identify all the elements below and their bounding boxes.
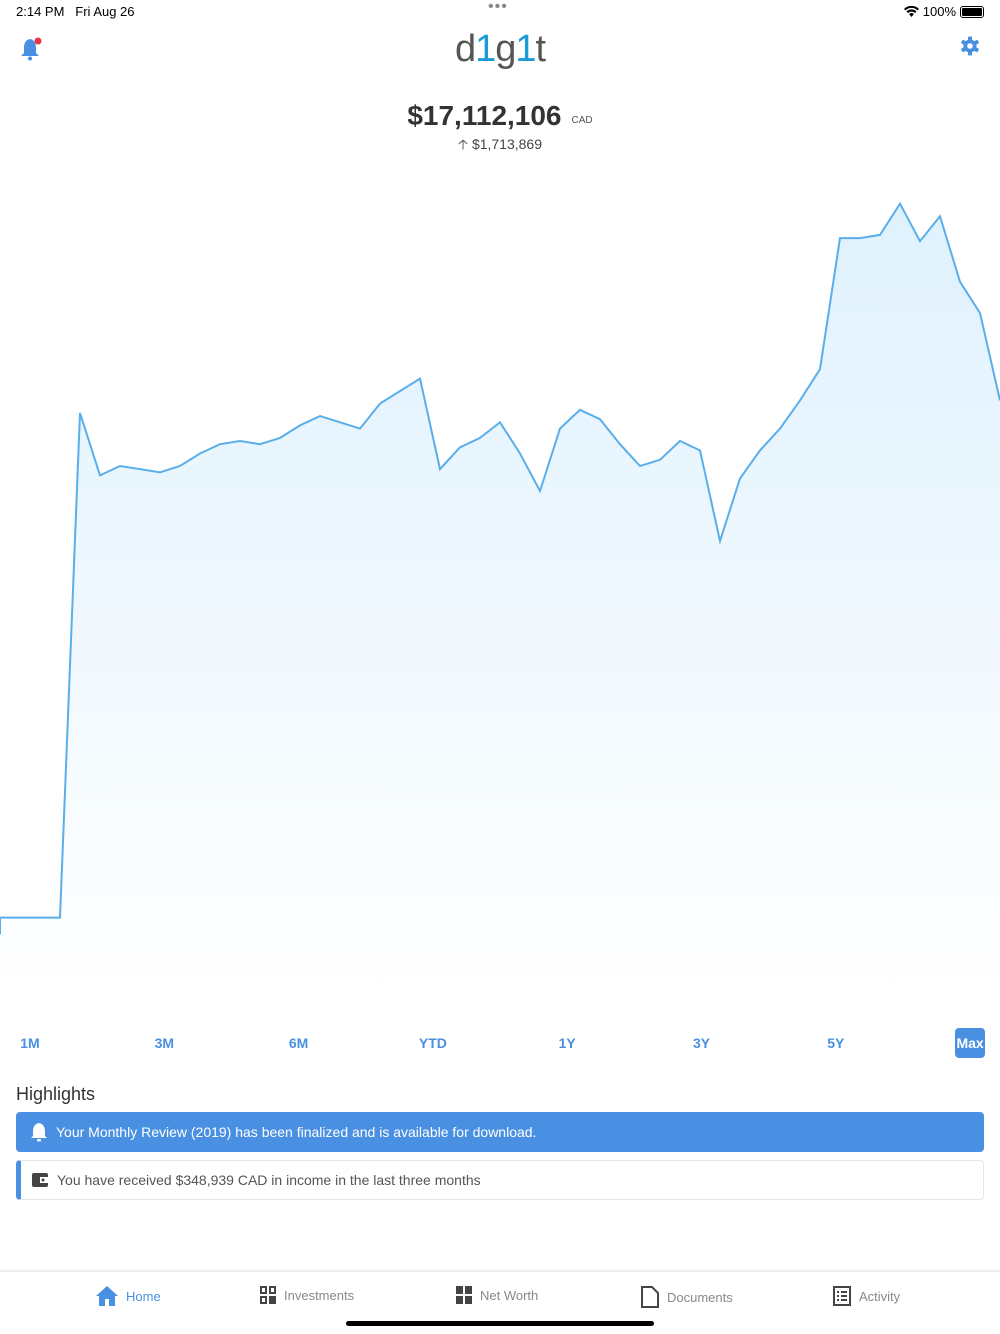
app-header: d1g1t xyxy=(0,26,1000,76)
wallet-icon xyxy=(32,1173,48,1187)
portfolio-summary: $17,112,106 CAD 🡡 $1,713,869 xyxy=(0,100,1000,158)
tab-investments[interactable]: Investments xyxy=(260,1286,354,1304)
range-3m[interactable]: 3M xyxy=(154,1035,175,1051)
home-icon xyxy=(96,1286,118,1306)
status-bar: 2:14 PM Fri Aug 26 ••• 100% xyxy=(16,0,984,22)
highlight-income[interactable]: You have received $348,939 CAD in income… xyxy=(16,1160,984,1200)
tab-net-worth[interactable]: Net Worth xyxy=(456,1286,538,1304)
time-range-selector: 1M 3M 6M YTD 1Y 3Y 5Y Max xyxy=(0,1028,1000,1058)
bell-icon xyxy=(31,1123,47,1142)
app-logo: d1g1t xyxy=(454,28,546,70)
range-6m[interactable]: 6M xyxy=(288,1035,309,1051)
highlights-title: Highlights xyxy=(16,1084,96,1104)
wifi-icon xyxy=(903,5,919,17)
status-time-date: 2:14 PM Fri Aug 26 xyxy=(16,4,135,19)
total-value: $17,112,106 xyxy=(407,100,562,131)
list-icon xyxy=(833,1286,851,1306)
range-3y[interactable]: 3Y xyxy=(692,1035,711,1051)
currency-label: CAD xyxy=(571,115,593,127)
home-indicator[interactable] xyxy=(346,1321,654,1326)
range-ytd[interactable]: YTD xyxy=(418,1035,447,1051)
battery-percent: 100% xyxy=(922,4,956,19)
range-5y[interactable]: 5Y xyxy=(827,1035,845,1051)
tab-activity[interactable]: Activity xyxy=(833,1286,900,1306)
squares-icon xyxy=(456,1286,472,1304)
portfolio-chart[interactable] xyxy=(0,160,1000,1000)
range-1y[interactable]: 1Y xyxy=(558,1035,576,1051)
settings-gear-icon[interactable] xyxy=(960,36,980,56)
chart-series-line xyxy=(0,201,1000,935)
highlight-monthly-review[interactable]: Your Monthly Review (2019) has been fina… xyxy=(16,1112,984,1152)
grid-icon xyxy=(260,1286,276,1304)
tab-home[interactable]: Home xyxy=(96,1286,161,1306)
arrow-up-icon: 🡡 xyxy=(457,136,469,152)
battery-icon xyxy=(960,5,984,18)
tab-bar: Home Investments Net Worth Documents Act… xyxy=(0,1270,1000,1334)
document-icon xyxy=(641,1286,659,1308)
value-change: 🡡 $1,713,869 xyxy=(457,136,543,152)
notifications-bell-icon[interactable] xyxy=(20,36,44,62)
tab-documents[interactable]: Documents xyxy=(641,1286,733,1308)
range-1m[interactable]: 1M xyxy=(20,1035,40,1051)
chart-area-fill xyxy=(0,203,1000,1000)
range-max[interactable]: Max xyxy=(955,1028,986,1058)
multitasking-dots[interactable]: ••• xyxy=(488,0,508,15)
